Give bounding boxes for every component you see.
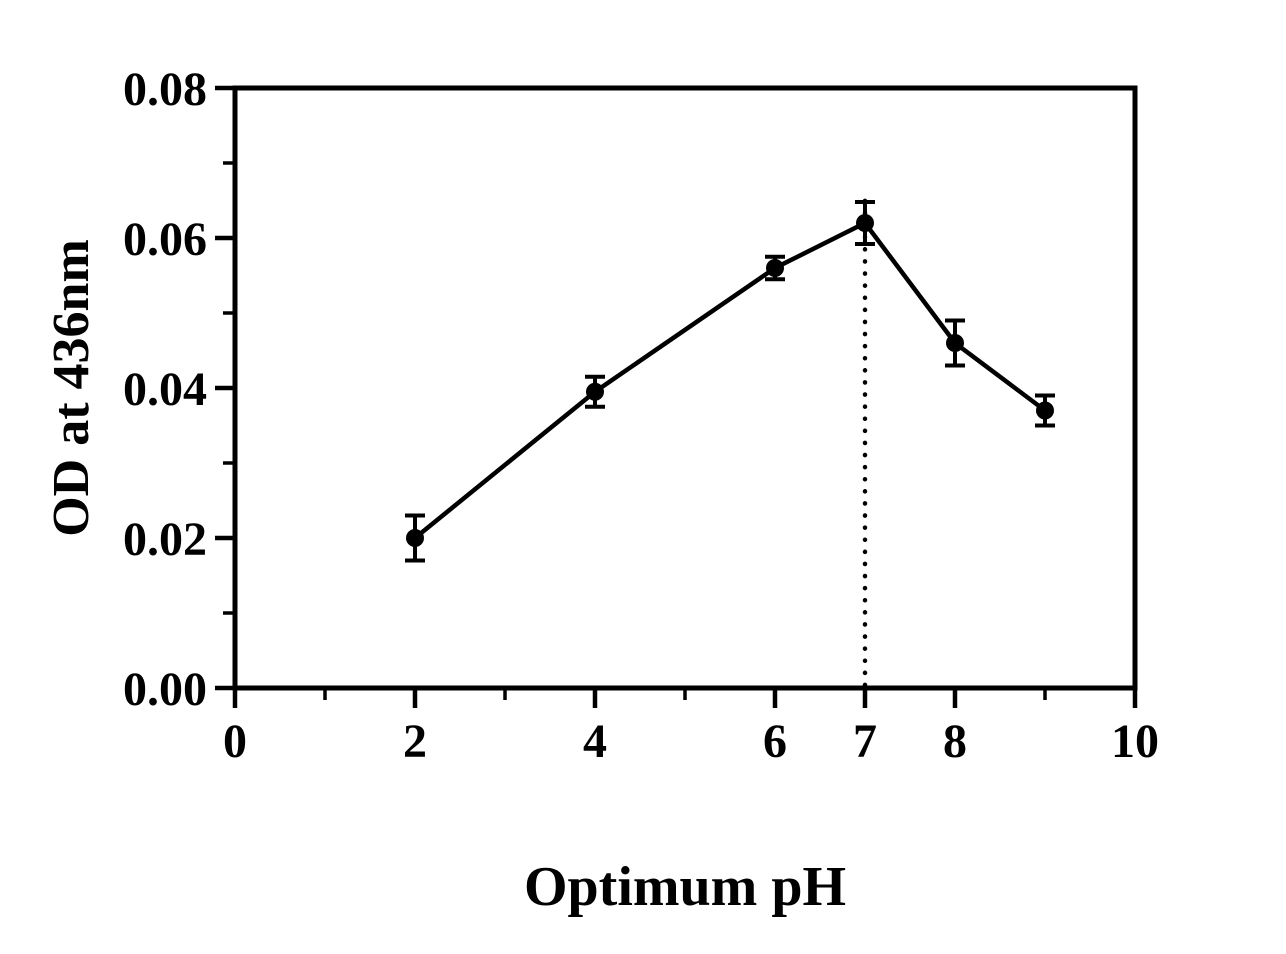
data-point <box>1036 401 1054 420</box>
y-tick-label: 0.08 <box>123 63 207 116</box>
x-tick-label: 8 <box>943 715 967 768</box>
x-tick-label: 7 <box>853 715 877 768</box>
x-tick-label: 6 <box>763 715 787 768</box>
data-point <box>766 259 784 277</box>
data-point <box>946 334 964 352</box>
y-tick-label: 0.00 <box>123 663 207 716</box>
y-tick-label: 0.04 <box>123 363 207 416</box>
x-tick-label: 0 <box>223 715 247 768</box>
y-tick-label: 0.06 <box>123 213 207 266</box>
axis-frame <box>232 85 1138 691</box>
data-point <box>856 214 874 232</box>
data-line <box>413 220 1047 540</box>
y-tick-label: 0.02 <box>123 513 207 566</box>
x-tick-label: 10 <box>1111 715 1159 768</box>
y-axis-label: OD at 436nm <box>43 239 100 537</box>
data-point <box>406 529 424 547</box>
x-tick-label: 2 <box>403 715 427 768</box>
x-tick-label: 4 <box>583 715 607 768</box>
data-point <box>586 382 604 401</box>
x-axis-label: Optimum pH <box>523 856 847 918</box>
